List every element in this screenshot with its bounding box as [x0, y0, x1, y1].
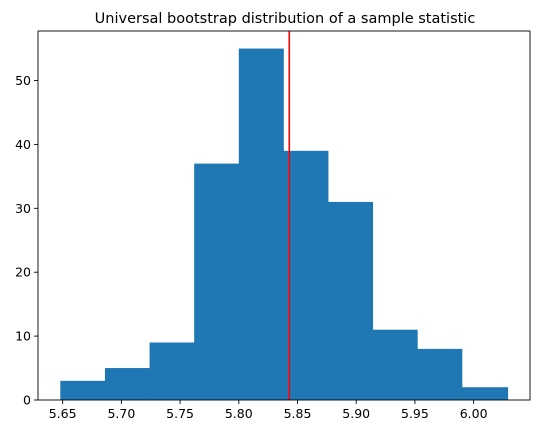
plot-frame [37, 30, 531, 401]
y-ticks: 0 10 20 30 40 50 [15, 73, 38, 408]
chart-title: Universal bootstrap distribution of a sa… [95, 11, 476, 27]
x-tick-label-3: 5.80 [225, 406, 253, 421]
histogram-bar-1 [104, 368, 150, 400]
y-tick-label-2: 20 [15, 265, 31, 280]
histogram-bar-7 [372, 329, 418, 400]
axes-layer [37, 30, 531, 401]
bars-layer [60, 48, 509, 400]
y-tick-label-1: 10 [15, 329, 31, 344]
x-tick-label-5: 5.90 [342, 406, 370, 421]
x-tick-label-4: 5.85 [284, 406, 312, 421]
y-tick-label-3: 30 [15, 201, 31, 216]
histogram-bar-4 [238, 48, 284, 400]
histogram-bar-2 [149, 342, 195, 400]
x-tick-label-0: 5.65 [49, 406, 77, 421]
histogram-bar-8 [417, 348, 463, 400]
x-tick-label-7: 6.00 [460, 406, 488, 421]
y-tick-label-4: 40 [15, 137, 31, 152]
y-tick-label-0: 0 [23, 393, 31, 408]
histogram-bar-6 [328, 201, 374, 400]
y-tick-label-5: 50 [15, 73, 31, 88]
x-tick-label-6: 5.95 [401, 406, 429, 421]
x-ticks: 5.65 5.70 5.75 5.80 5.85 5.90 5.95 6.00 [49, 400, 488, 421]
x-tick-label-1: 5.70 [107, 406, 135, 421]
histogram-bar-5 [283, 150, 329, 400]
histogram-bar-9 [461, 387, 509, 400]
x-tick-label-2: 5.75 [166, 406, 194, 421]
histogram-bar-0 [60, 380, 106, 400]
histogram-bar-3 [194, 163, 240, 400]
